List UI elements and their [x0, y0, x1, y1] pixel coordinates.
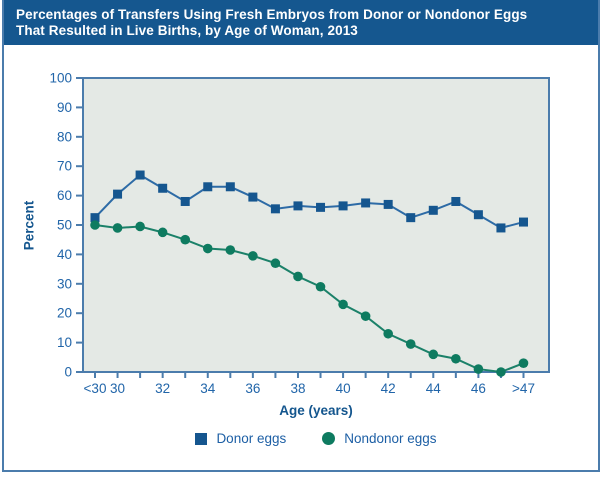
- data-point-square-marker: [225, 182, 235, 192]
- y-tick-label: 50: [57, 218, 72, 233]
- data-point-square-marker: [203, 182, 213, 192]
- data-point-square-marker: [361, 198, 371, 208]
- y-tick-label: 90: [57, 100, 72, 115]
- data-point-circle-marker: [293, 271, 303, 282]
- legend-item-nondonor-eggs: Nondonor eggs: [322, 431, 437, 446]
- x-tick-label: 42: [381, 381, 396, 396]
- data-point-circle-marker: [473, 364, 484, 374]
- plot-background: [83, 78, 549, 372]
- data-point-square-marker: [316, 202, 326, 212]
- data-point-circle-marker: [90, 220, 100, 230]
- data-point-square-marker: [383, 199, 393, 209]
- data-point-circle-marker: [338, 299, 348, 310]
- data-point-square-marker: [451, 196, 461, 206]
- x-tick-label: 34: [200, 381, 216, 396]
- legend-item-donor-eggs: Donor eggs: [195, 431, 286, 446]
- y-tick-label: 30: [57, 276, 72, 291]
- data-point-square-marker: [158, 183, 168, 193]
- data-point-square-marker: [496, 223, 506, 233]
- x-tick-label: 38: [290, 381, 305, 396]
- x-tick-label: <30: [84, 381, 107, 396]
- x-tick-label: 46: [471, 381, 486, 396]
- y-tick-label: 70: [57, 159, 72, 174]
- y-tick-label: 40: [57, 247, 72, 262]
- data-point-circle-marker: [496, 367, 506, 377]
- data-point-circle-marker: [405, 339, 416, 349]
- data-point-circle-marker: [135, 221, 145, 232]
- chart-title-banner: Percentages of Transfers Using Fresh Emb…: [4, 0, 598, 45]
- data-point-circle-marker: [383, 328, 393, 339]
- legend-label-donor-eggs: Donor eggs: [216, 431, 287, 446]
- data-point-circle-marker: [270, 258, 281, 269]
- data-point-square-marker: [338, 201, 348, 211]
- data-point-circle-marker: [180, 234, 191, 245]
- data-point-circle-marker: [315, 281, 326, 292]
- plot-frame: [82, 77, 550, 373]
- data-point-circle-marker: [428, 349, 439, 360]
- data-point-square-marker: [270, 204, 280, 214]
- x-axis-title: Age (years): [279, 403, 353, 418]
- data-point-circle-marker: [112, 223, 123, 233]
- data-point-circle-marker: [225, 245, 236, 255]
- x-tick-label: >47: [512, 381, 535, 396]
- x-tick-label: 36: [245, 381, 260, 396]
- data-point-square-marker: [293, 201, 303, 211]
- data-point-square-marker: [406, 213, 416, 223]
- x-tick-label: 32: [155, 381, 170, 396]
- data-point-square-marker: [113, 189, 123, 199]
- data-point-circle-marker: [248, 251, 258, 261]
- nondonor-eggs-circle-icon: [322, 432, 336, 445]
- data-point-square-marker: [428, 205, 438, 215]
- data-point-square-marker: [135, 170, 145, 180]
- y-tick-label: 10: [57, 335, 72, 350]
- y-tick-label: 0: [64, 365, 72, 380]
- data-point-circle-marker: [202, 243, 213, 254]
- x-tick-label: 40: [336, 381, 351, 396]
- data-point-circle-marker: [360, 311, 371, 321]
- chart-title-line-2: That Resulted in Live Births, by Age of …: [16, 23, 358, 38]
- data-point-square-marker: [90, 213, 100, 223]
- y-tick-label: 100: [49, 71, 72, 86]
- x-tick-label: 30: [110, 381, 125, 396]
- y-tick-label: 60: [57, 188, 72, 203]
- chart-legend: Donor eggs Nondonor eggs: [83, 431, 549, 446]
- data-point-circle-marker: [451, 353, 461, 364]
- x-tick-label: 44: [426, 381, 442, 396]
- data-point-square-marker: [248, 192, 258, 202]
- legend-label-nondonor-eggs: Nondonor eggs: [344, 431, 437, 446]
- data-point-circle-marker: [518, 358, 529, 368]
- data-point-square-marker: [519, 217, 528, 227]
- y-tick-label: 80: [57, 129, 72, 144]
- data-point-square-marker: [473, 210, 483, 220]
- donor-eggs-square-icon: [195, 432, 208, 445]
- data-point-circle-marker: [157, 227, 168, 238]
- y-tick-label: 20: [57, 306, 72, 321]
- data-point-square-marker: [180, 196, 190, 206]
- chart-title-line-1: Percentages of Transfers Using Fresh Emb…: [16, 7, 528, 22]
